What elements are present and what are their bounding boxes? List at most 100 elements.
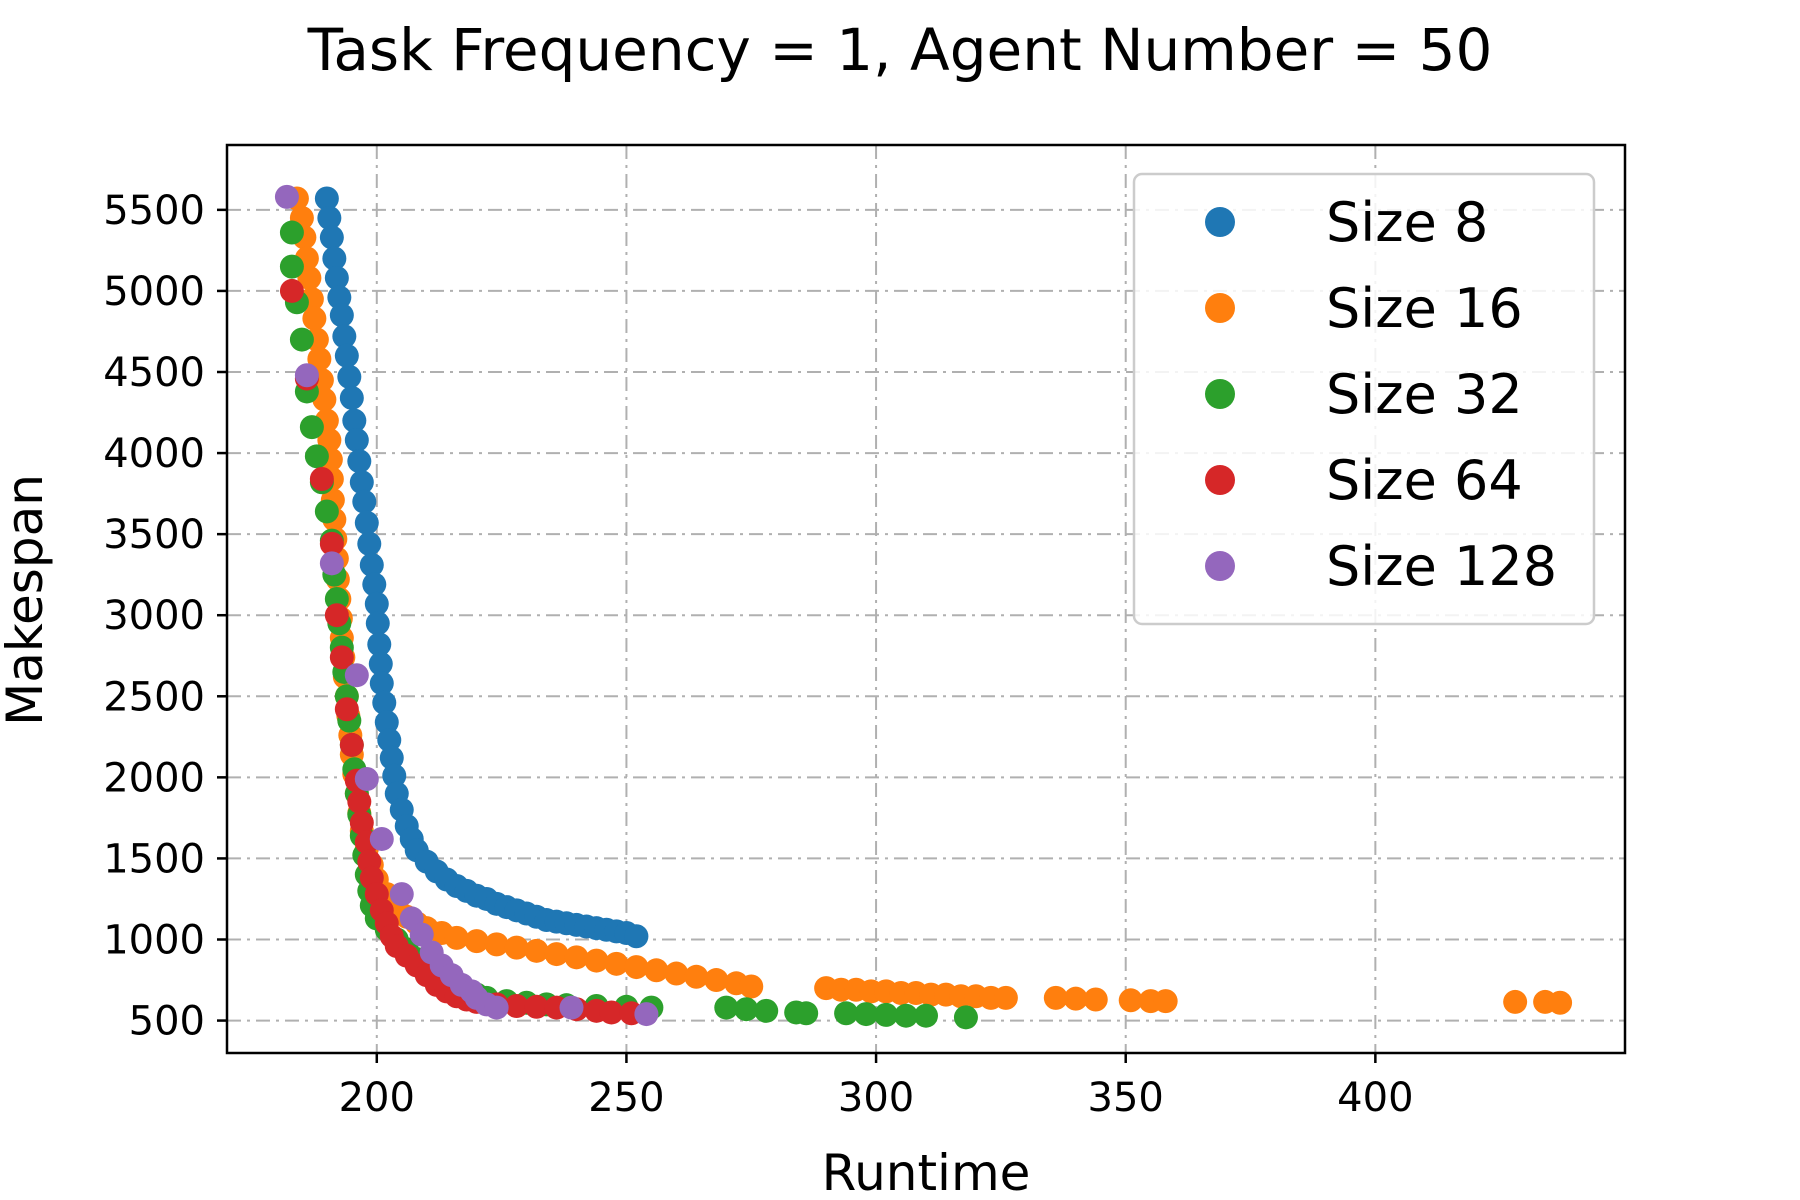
- data-point: [1043, 985, 1068, 1010]
- data-point: [444, 925, 469, 950]
- y-tick-label: 2000: [103, 755, 205, 801]
- y-tick-label: 500: [129, 999, 205, 1045]
- data-point: [377, 728, 402, 753]
- data-point: [332, 324, 357, 349]
- chart-title: Task Frequency = 1, Agent Number = 50: [307, 16, 1493, 84]
- data-point: [344, 428, 369, 453]
- data-point: [559, 995, 584, 1020]
- series-size-64: [279, 278, 644, 1026]
- data-point: [584, 948, 609, 973]
- data-point: [337, 364, 362, 389]
- data-point: [1063, 986, 1088, 1011]
- y-tick-label: 5000: [103, 269, 205, 315]
- data-point: [352, 489, 377, 514]
- data-point: [327, 285, 352, 310]
- data-point: [1118, 988, 1143, 1013]
- legend-entry: Size 128: [1205, 535, 1557, 598]
- data-point: [322, 246, 347, 271]
- data-point: [874, 1002, 899, 1027]
- data-point: [644, 958, 669, 983]
- y-tick-label: 3000: [103, 593, 205, 639]
- data-point: [564, 945, 589, 970]
- data-point: [334, 697, 359, 722]
- x-tick-label: 400: [1337, 1075, 1413, 1121]
- data-point: [624, 924, 649, 949]
- legend-marker: [1205, 207, 1235, 237]
- data-point: [344, 663, 369, 688]
- data-point: [334, 343, 359, 368]
- data-point: [274, 184, 299, 209]
- data-point: [389, 882, 414, 907]
- data-point: [339, 385, 364, 410]
- y-axis: 500 1000 1500 2000 2500 3000 3500 4000 4500 5000 5…: [103, 188, 227, 1045]
- data-point: [317, 205, 342, 230]
- data-point: [382, 763, 407, 788]
- data-point: [372, 690, 397, 715]
- y-tick-label: 4500: [103, 350, 205, 396]
- data-point: [314, 499, 339, 524]
- data-point: [319, 531, 344, 556]
- y-tick-label: 3500: [103, 512, 205, 558]
- data-point: [289, 327, 314, 352]
- legend-marker: [1205, 551, 1235, 581]
- data-point: [349, 810, 374, 835]
- data-point: [299, 415, 324, 440]
- data-point: [993, 985, 1018, 1010]
- data-point: [362, 572, 387, 597]
- data-point: [329, 303, 354, 328]
- y-tick-label: 4000: [103, 431, 205, 477]
- data-point: [354, 510, 379, 535]
- legend: Size 8 Size 16 Size 32 Size 64 Size 128: [1132, 172, 1596, 626]
- legend-entry: Size 8: [1205, 191, 1488, 254]
- data-point: [314, 186, 339, 211]
- x-tick-label: 300: [838, 1075, 914, 1121]
- data-point: [279, 220, 304, 245]
- data-point: [1503, 989, 1528, 1014]
- legend-label: Size 128: [1326, 535, 1557, 598]
- data-point: [634, 1002, 659, 1027]
- data-point: [544, 942, 569, 967]
- series-size-128: [274, 184, 659, 1027]
- data-point: [739, 974, 764, 999]
- data-point: [379, 745, 404, 770]
- y-axis-label: Makespan: [0, 474, 54, 726]
- data-point: [1153, 989, 1178, 1014]
- data-point: [604, 951, 629, 976]
- data-point: [524, 938, 549, 963]
- data-point: [704, 968, 729, 993]
- legend-label: Size 32: [1326, 363, 1523, 426]
- data-point: [364, 591, 389, 616]
- data-point: [307, 347, 332, 372]
- data-point: [369, 826, 394, 851]
- data-point: [279, 254, 304, 279]
- legend-marker: [1205, 293, 1235, 323]
- data-point: [914, 1003, 938, 1028]
- data-point: [524, 994, 549, 1019]
- data-point: [369, 671, 394, 696]
- data-point: [374, 710, 399, 735]
- data-point: [504, 935, 529, 960]
- y-tick-label: 1000: [103, 918, 205, 964]
- legend-entry: Size 16: [1205, 277, 1523, 340]
- y-tick-label: 1500: [103, 836, 205, 882]
- data-point: [309, 467, 334, 492]
- data-point: [464, 929, 489, 954]
- data-point: [734, 997, 759, 1022]
- data-point: [319, 225, 344, 250]
- legend-marker: [1205, 379, 1235, 409]
- x-tick-label: 200: [339, 1075, 415, 1121]
- series-size-8: [314, 186, 649, 949]
- data-point: [1548, 990, 1573, 1015]
- data-point: [854, 1002, 879, 1027]
- data-point: [599, 1000, 624, 1025]
- data-point: [347, 449, 372, 474]
- legend-entry: Size 64: [1205, 449, 1523, 512]
- x-axis-label: Runtime: [822, 1144, 1031, 1200]
- data-point: [754, 998, 779, 1023]
- data-point: [624, 955, 649, 980]
- series-layer: [274, 184, 1573, 1030]
- legend-label: Size 8: [1326, 191, 1488, 254]
- data-point: [794, 1001, 819, 1026]
- data-point: [294, 363, 319, 388]
